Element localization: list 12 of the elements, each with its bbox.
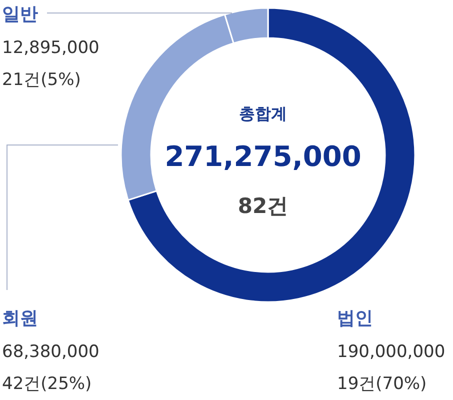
text: 총합계 [238,104,288,125]
slice-label: 법인 [337,307,374,330]
data-label: 68,380,000 [2,342,100,362]
text: 19건(70%) [337,373,428,395]
text: 42건(25%) [2,373,93,395]
text: 271,275,000 [164,140,362,173]
data-label: 12,895,000 [2,38,100,58]
text: 21건(5%) [2,69,82,91]
text: 82건 [236,193,290,220]
slice-label: 회원 [2,307,39,330]
data-label: 190,000,000 [337,342,446,362]
slice-label: 일반 [2,3,39,26]
